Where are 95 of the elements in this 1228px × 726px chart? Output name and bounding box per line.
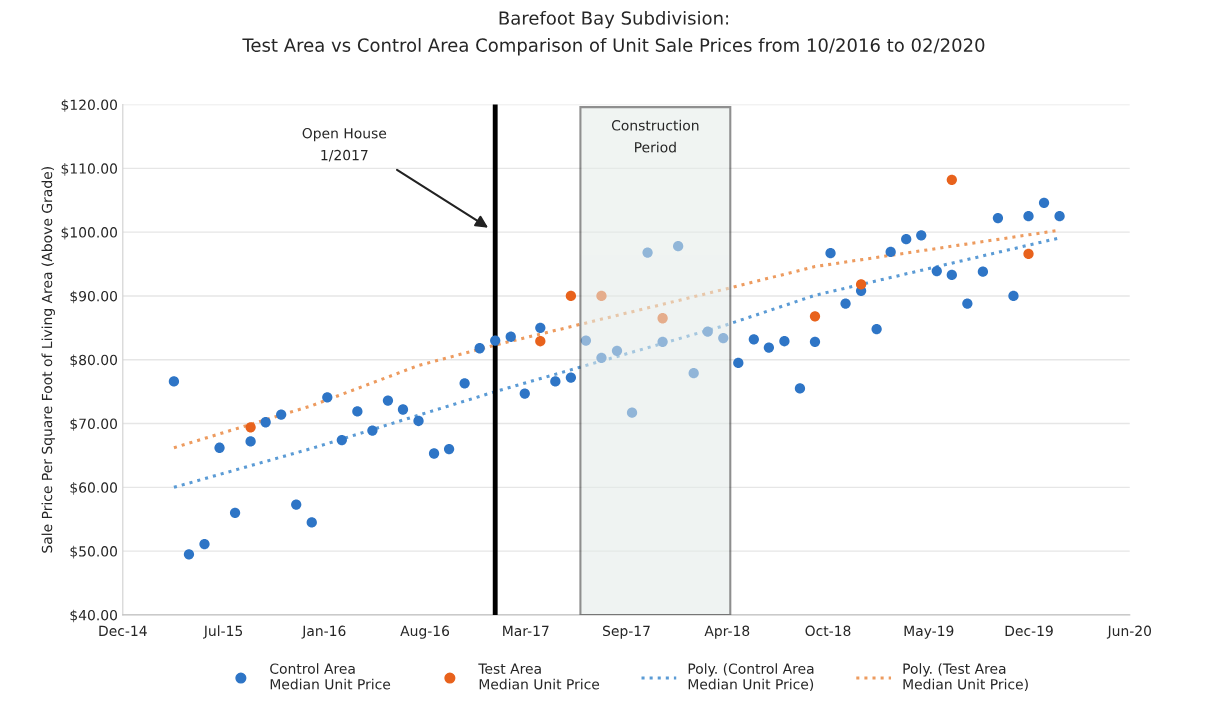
x-tick-label: Jan-16 (301, 625, 346, 639)
point (367, 425, 378, 436)
x-tick-label: May-19 (904, 625, 954, 639)
point (535, 322, 546, 333)
point (1023, 211, 1034, 222)
x-tick-label: Sep-17 (603, 625, 650, 639)
legend-label: Poly. (Test Area Median Unit Price) (903, 663, 1028, 692)
x-tick-label: Dec-14 (99, 625, 147, 637)
y-tick-label: $90.00 (70, 290, 118, 304)
point (565, 290, 577, 302)
point (688, 367, 699, 379)
point (229, 507, 241, 518)
x-tick-label: Dec-19 (1005, 625, 1053, 637)
x-tick-label: Apr-18 (704, 625, 750, 639)
point (977, 266, 989, 277)
chart-title: Barefoot Bay Subdivision: Test Area vs Control Area Comparison of Unit Sale Prices from 10/2016 to 02/2020 (242, 10, 985, 56)
point (931, 265, 942, 277)
point (291, 499, 302, 510)
point (673, 241, 684, 252)
point (840, 298, 851, 309)
point (245, 422, 256, 433)
point (825, 248, 836, 259)
point (809, 336, 821, 348)
point (276, 409, 287, 420)
y-tick-label: $110.00 (61, 163, 118, 176)
point (748, 334, 759, 345)
x-tick-label: Jun-20 (1106, 625, 1152, 639)
point (962, 298, 973, 309)
annotation: Open House 1/2017 (302, 127, 387, 162)
point (855, 279, 867, 290)
legend-label: Poly. (Control Area Median Unit Price) (688, 663, 814, 692)
point (260, 417, 271, 428)
y-tick-label: $100.00 (61, 226, 118, 240)
x-tick-label: Aug-16 (400, 625, 450, 639)
point (474, 343, 485, 354)
legend-label: Test Area Median Unit Price (478, 663, 600, 690)
point (794, 383, 806, 394)
point (901, 234, 912, 245)
y-axis-title: Sale Price Per Square Foot of Living Area (Above Grade) (41, 167, 55, 553)
x-tick-label: Oct-18 (805, 625, 851, 637)
point (779, 336, 790, 347)
y-tick-label: $50.00 (70, 545, 118, 559)
point (245, 436, 256, 447)
point (657, 336, 668, 348)
point (718, 332, 729, 344)
legend-label: Control Area Median Unit Price (270, 663, 391, 690)
point (413, 415, 424, 427)
point (443, 443, 455, 455)
y-tick-label: $70.00 (70, 418, 118, 431)
point (1008, 290, 1019, 302)
point (382, 395, 394, 406)
point (322, 392, 333, 403)
point (596, 290, 607, 302)
point (871, 323, 882, 335)
point (885, 246, 896, 258)
x-tick-label: Jul-15 (203, 625, 243, 639)
point (550, 376, 561, 387)
point (1023, 248, 1034, 259)
point (214, 442, 225, 453)
point (397, 404, 409, 415)
point (168, 376, 180, 387)
point (428, 448, 440, 459)
point (352, 406, 363, 417)
point (946, 269, 957, 281)
point (519, 388, 530, 399)
y-tick-label: $60.00 (70, 482, 118, 495)
point (733, 357, 744, 369)
x-tick-label: Mar-17 (503, 625, 549, 637)
point (183, 549, 195, 560)
point (596, 352, 607, 363)
point (1038, 197, 1050, 208)
point (992, 212, 1004, 224)
point (809, 311, 821, 322)
y-tick-label: $80.00 (70, 354, 118, 368)
point (763, 342, 775, 353)
point (535, 336, 546, 347)
point (459, 378, 470, 389)
point (611, 345, 623, 356)
point (657, 313, 668, 324)
point (642, 247, 653, 258)
point (336, 434, 347, 446)
point (1054, 211, 1065, 222)
point (702, 326, 713, 337)
point (916, 230, 927, 241)
point (626, 407, 638, 418)
point (505, 331, 516, 342)
point (565, 372, 577, 383)
y-tick-label: $120.00 (61, 99, 118, 112)
point (580, 335, 592, 346)
point (199, 538, 210, 550)
band-label: Construction Period (611, 119, 699, 153)
point (946, 174, 957, 185)
point (490, 335, 501, 346)
point (306, 517, 317, 528)
y-tick-label: $40.00 (70, 609, 118, 623)
